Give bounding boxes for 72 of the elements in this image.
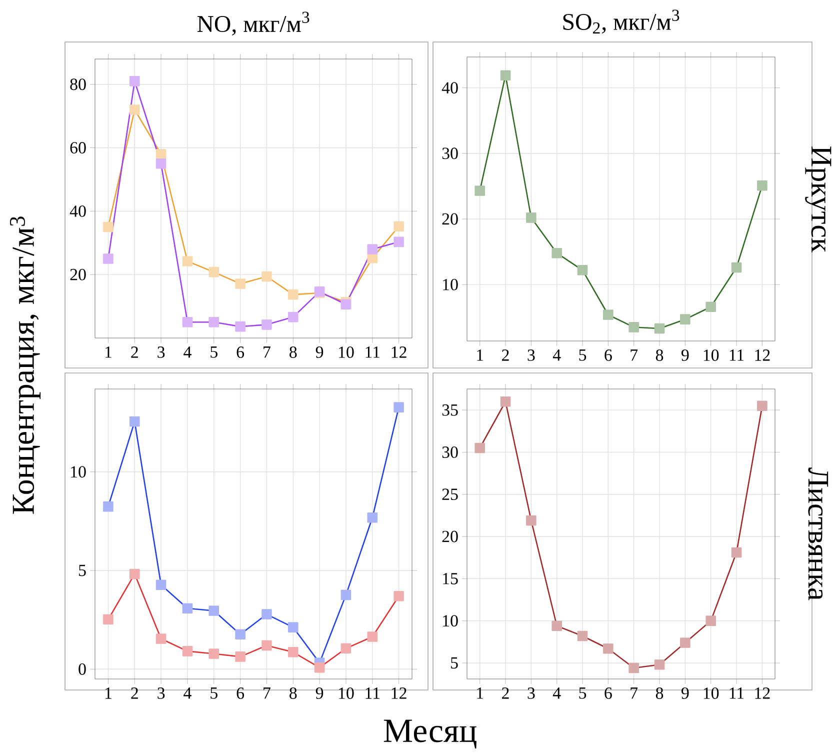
y-tick-label: 0	[78, 663, 86, 675]
x-tick-label: 9	[681, 688, 689, 699]
x-tick-label: 6	[236, 688, 244, 699]
x-tick-label: 10	[704, 350, 719, 361]
x-tick-label: 11	[366, 688, 380, 699]
x-tick-label: 10	[704, 688, 719, 699]
x-tick-label: 2	[502, 688, 509, 699]
chart-title: NO, мкг/м$^{3}$	[197, 12, 310, 36]
y-tick-label: 30	[442, 446, 458, 458]
y-tick-label: 60	[70, 142, 86, 154]
x-tick-label: 3	[158, 346, 165, 358]
x-tick-label: 8	[656, 350, 664, 361]
y-tick-label: 5	[79, 564, 86, 576]
x-tick-label: 6	[604, 350, 612, 361]
x-tick-label: 3	[528, 688, 535, 699]
chart-title: SO$_{2}$, мкг/м$^{3}$	[563, 10, 680, 34]
x-tick-label: 11	[730, 349, 744, 361]
x-tick-label: 3	[158, 688, 165, 699]
x-tick-label: 9	[681, 350, 689, 361]
x-tick-label: 1	[105, 346, 112, 358]
y-tick-label: 25	[442, 488, 458, 500]
y-axis-title: Концентрация, мкг/м$^{3}$	[10, 216, 41, 514]
y2-axis-title: Листвянка	[808, 468, 828, 600]
x-tick-label: 2	[502, 350, 509, 361]
y-tick-label: 40	[70, 205, 86, 217]
x-tick-label: 7	[630, 688, 638, 699]
x-tick-label: 7	[264, 346, 270, 358]
x-tick-label: 8	[290, 346, 297, 358]
x-tick-label: 6	[604, 688, 612, 699]
x-tick-label: 5	[579, 350, 586, 361]
x-tick-label: 5	[210, 346, 218, 358]
x-tick-label: 9	[316, 688, 324, 699]
y-tick-label: 20	[442, 530, 458, 542]
y-tick-label: 15	[443, 572, 458, 584]
x-tick-label: 1	[477, 687, 484, 699]
y-tick-label: 5	[451, 657, 458, 669]
y-tick-label: 30	[442, 148, 458, 160]
x-tick-label: 5	[210, 688, 218, 699]
x-tick-label: 1	[105, 688, 112, 699]
y-tick-label: 10	[71, 466, 86, 478]
y-tick-label: 80	[70, 78, 86, 90]
x-tick-label: 11	[730, 687, 744, 699]
x-tick-label: 12	[755, 688, 770, 699]
x-tick-label: 4	[552, 688, 561, 699]
x-tick-label: 10	[338, 346, 354, 358]
x-tick-label: 4	[184, 688, 192, 699]
x-tick-label: 8	[656, 688, 664, 699]
y-tick-label: 20	[70, 268, 86, 280]
x-axis-title: Месяц	[384, 720, 476, 748]
x-tick-label: 12	[755, 350, 770, 361]
x-tick-label: 11	[366, 346, 380, 358]
y-tick-label: 40	[442, 82, 458, 94]
x-tick-label: 8	[290, 688, 297, 699]
y-tick-label: 10	[443, 615, 458, 627]
x-tick-label: 7	[630, 350, 638, 361]
y-tick-label: 35	[442, 404, 458, 416]
x-tick-label: 5	[579, 688, 586, 699]
x-tick-label: 10	[338, 688, 354, 699]
x-tick-label: 1	[477, 349, 484, 361]
y2-axis-title: Иркутск	[805, 146, 832, 252]
x-tick-label: 4	[552, 350, 561, 361]
x-tick-label: 4	[184, 346, 192, 358]
x-tick-label: 7	[264, 688, 270, 699]
x-tick-label: 12	[392, 346, 406, 358]
y-tick-label: 10	[443, 278, 458, 290]
x-tick-label: 3	[528, 350, 535, 361]
x-tick-label: 12	[392, 688, 406, 699]
x-tick-label: 2	[131, 688, 138, 699]
x-tick-label: 9	[316, 346, 324, 358]
x-tick-label: 6	[236, 346, 244, 358]
y-tick-label: 20	[442, 213, 458, 225]
x-tick-label: 2	[131, 346, 138, 358]
